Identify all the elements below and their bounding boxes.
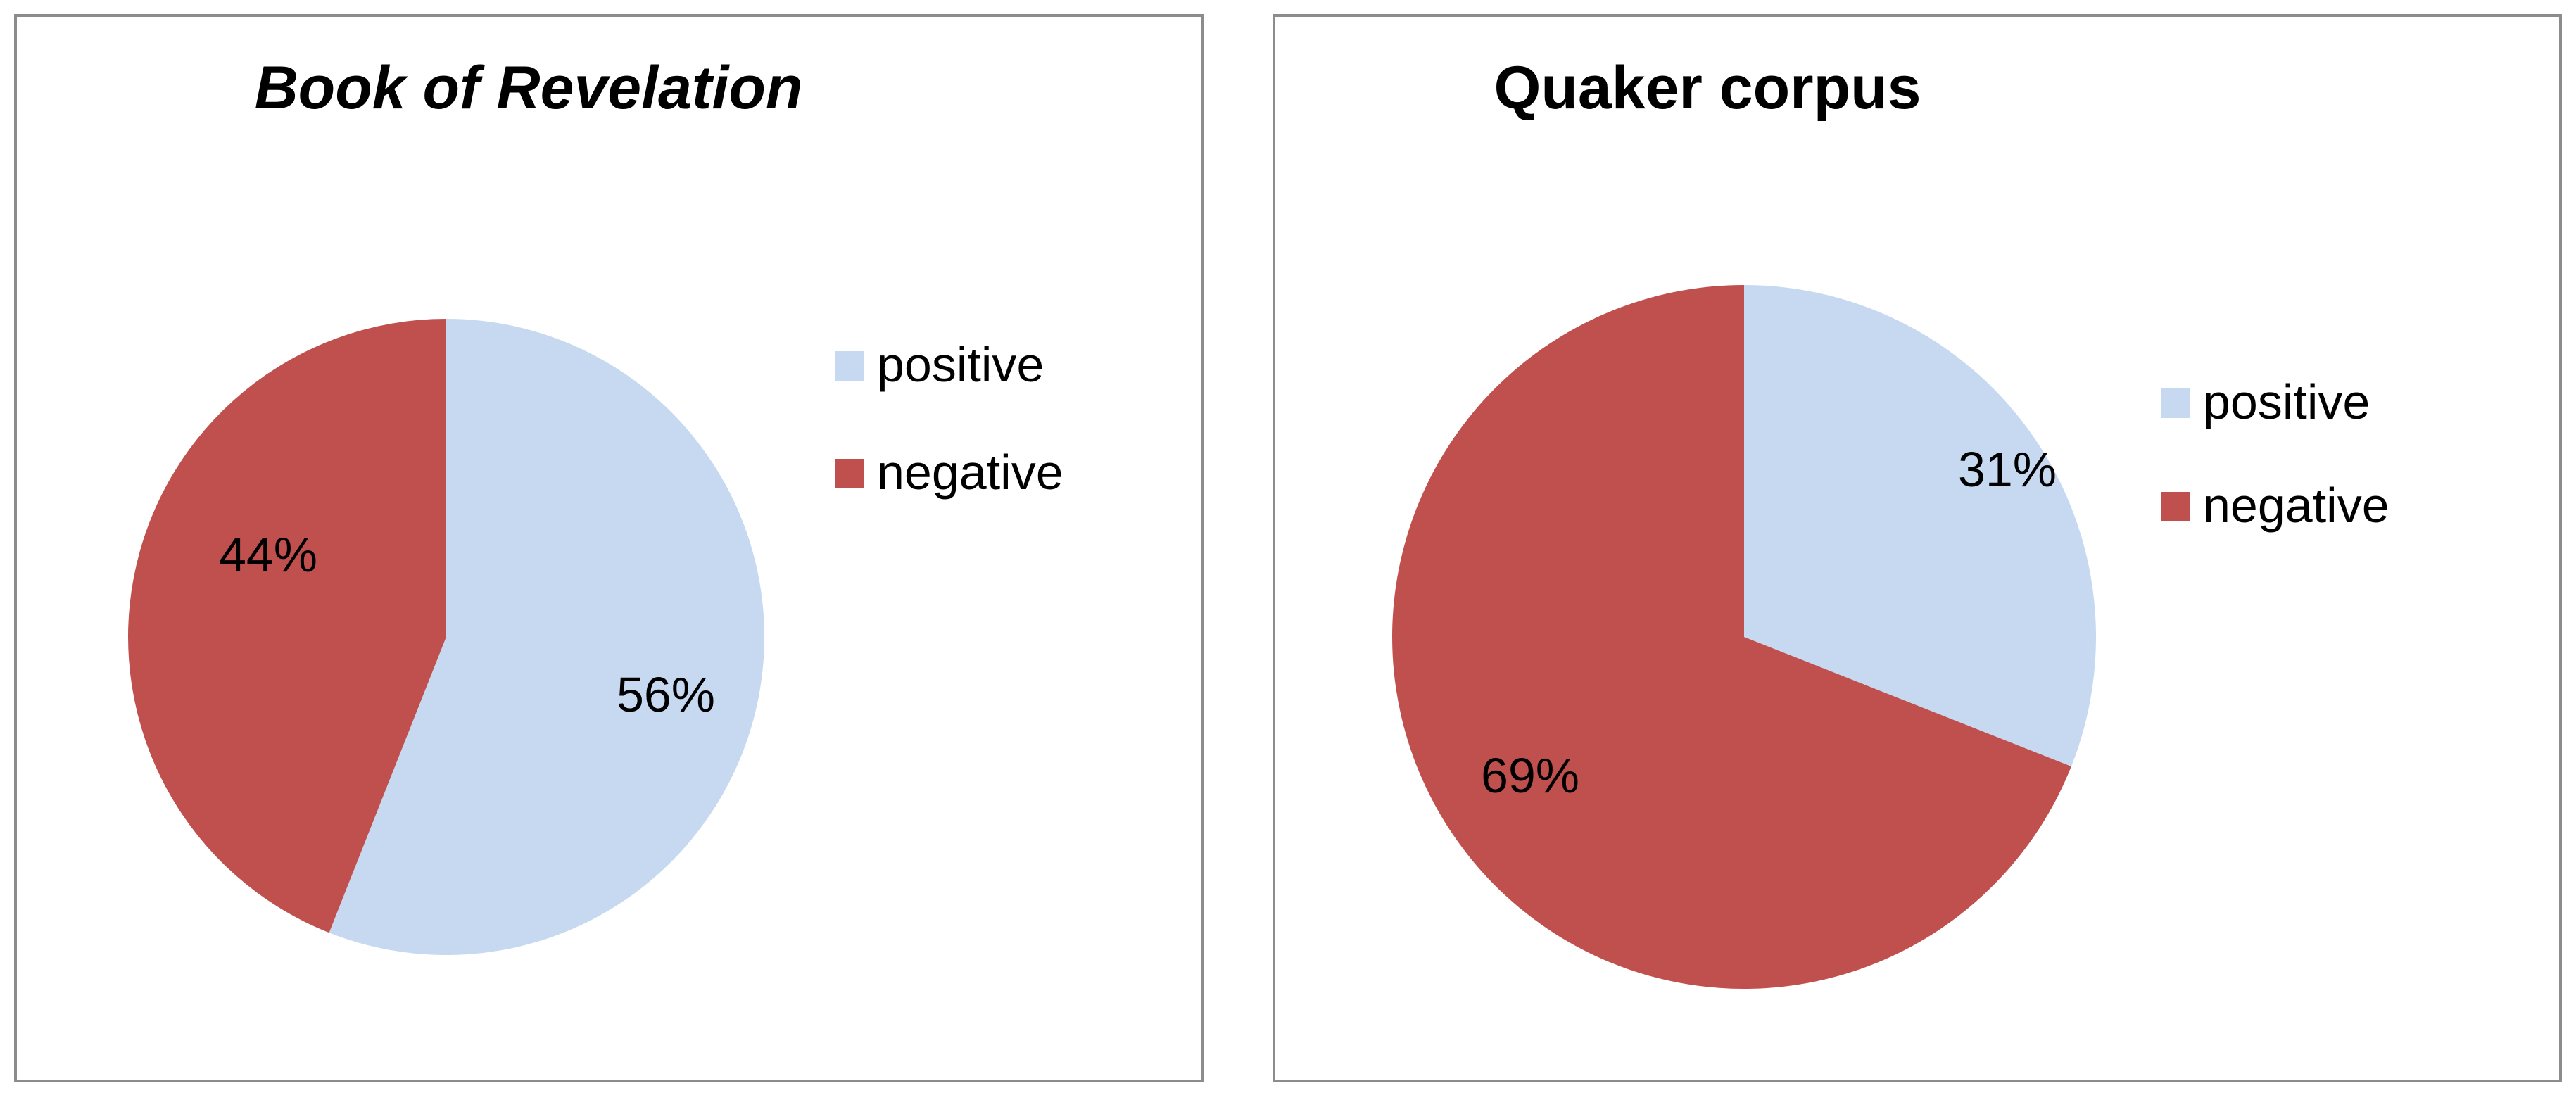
legend-label-positive: positive: [2203, 374, 2370, 429]
pie-slices: [128, 319, 765, 955]
legend-swatch-positive: [2161, 388, 2190, 418]
legend-swatch-negative: [2161, 492, 2190, 521]
slice-label-negative: 69%: [1481, 748, 1579, 803]
slice-labels: 56% 44%: [219, 527, 715, 722]
legend-label-negative: negative: [877, 445, 1063, 500]
chart-title: Quaker corpus: [1494, 54, 1921, 122]
chart-title: Book of Revelation: [255, 54, 803, 122]
pie-slice-negative: [1392, 285, 2071, 990]
pie-slices: [1392, 285, 2096, 990]
legend-swatch-negative: [835, 459, 864, 488]
pie-slice-negative: [128, 319, 446, 933]
legend-swatch-positive: [835, 351, 864, 381]
pie-slice-positive: [1744, 285, 2096, 767]
pie-chart-quaker-corpus: Quaker corpus 31% 69% positive negative: [1392, 54, 2389, 990]
chart-panel-book-of-revelation: Book of Revelation 56% 44% positive nega…: [14, 14, 1204, 1082]
legend-label-negative: negative: [2203, 478, 2389, 533]
pie-slice-positive: [329, 319, 765, 955]
slice-label-positive: 31%: [1958, 442, 2057, 497]
slice-label-positive: 56%: [617, 667, 715, 722]
legend-label-positive: positive: [877, 337, 1044, 392]
legend: positive negative: [835, 337, 1063, 500]
slice-labels: 31% 69%: [1481, 442, 2057, 803]
chart-panel-quaker-corpus: Quaker corpus 31% 69% positive negative: [1273, 14, 2562, 1082]
legend: positive negative: [2161, 374, 2389, 533]
pie-chart-book-of-revelation: Book of Revelation 56% 44% positive nega…: [128, 54, 1063, 955]
slice-label-negative: 44%: [219, 527, 317, 582]
